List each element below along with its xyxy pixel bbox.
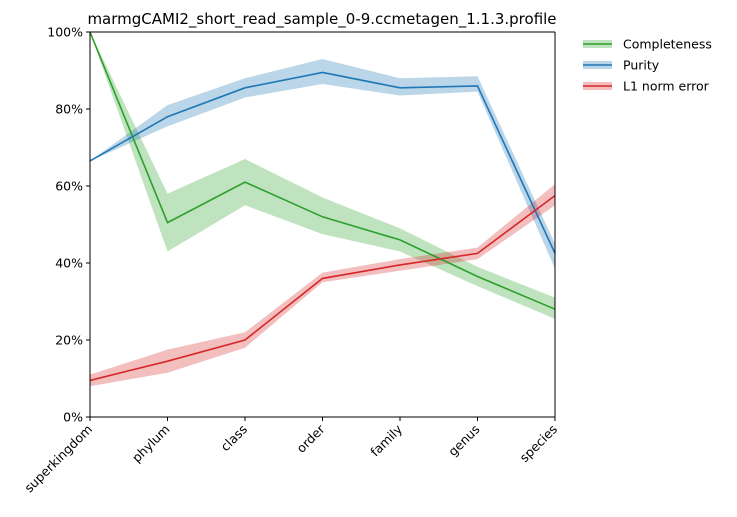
y-tick-label: 20% — [55, 333, 83, 348]
x-tick-label: family — [367, 421, 405, 459]
y-tick-label: 60% — [55, 179, 83, 194]
y-ticks: 0% 20% 40% 60% 80% 100% — [47, 25, 90, 425]
x-tick-label: superkingdom — [21, 422, 95, 496]
legend-label-completeness: Completeness — [623, 37, 712, 52]
x-ticks: superkingdom phylum class order family genus s… — [21, 417, 560, 495]
purity-line — [89, 71, 556, 254]
chart-title: marmgCAMI2_short_read_sample_0-9.ccmetag… — [87, 10, 556, 29]
x-tick-label: genus — [445, 422, 482, 459]
completeness-line — [89, 31, 556, 310]
purity-band — [90, 58, 555, 269]
x-tick-label: class — [218, 422, 251, 455]
x-tick-label: species — [517, 422, 561, 466]
y-tick-label: 100% — [47, 25, 83, 40]
legend: Completeness Purity L1 norm error — [583, 37, 712, 94]
y-tick-label: 0% — [63, 410, 83, 425]
series-lines — [89, 31, 556, 382]
y-tick-label: 80% — [55, 102, 83, 117]
y-tick-label: 40% — [55, 256, 83, 271]
confidence-bands — [90, 32, 555, 387]
x-tick-label: order — [293, 421, 328, 456]
x-tick-label: phylum — [129, 422, 173, 466]
l1-norm-error-line — [89, 194, 556, 382]
l1-norm-error-band — [90, 184, 555, 387]
legend-label-l1-norm-error: L1 norm error — [623, 79, 710, 94]
legend-label-purity: Purity — [623, 58, 660, 73]
